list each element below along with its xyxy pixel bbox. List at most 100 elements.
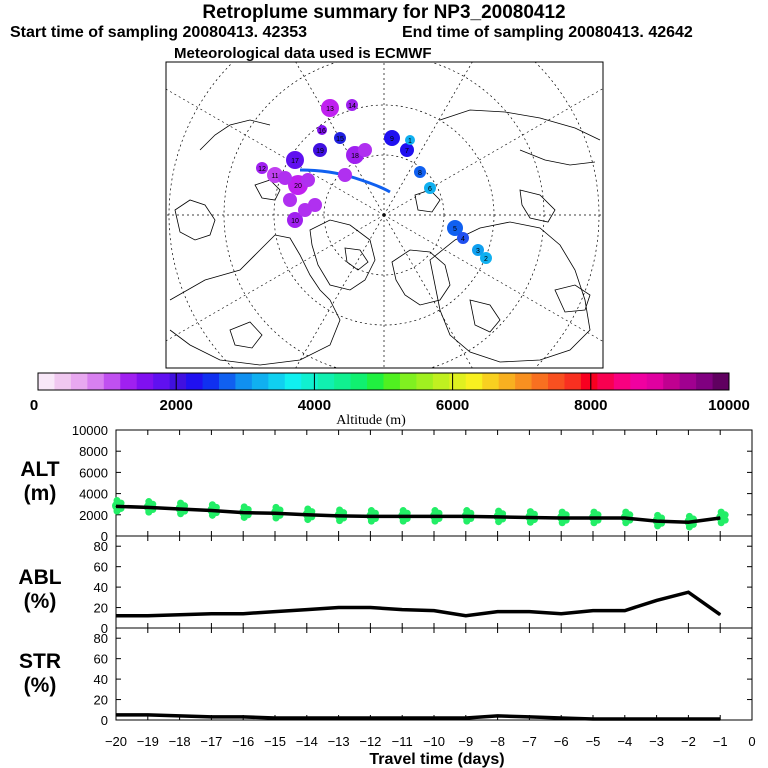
colorbar-swatch — [564, 373, 582, 390]
colorbar-swatch — [367, 373, 384, 390]
colorbar-swatch — [416, 373, 434, 390]
x-tick-label: −16 — [232, 734, 254, 749]
altitude-scatter-point — [367, 507, 375, 515]
altitude-scatter-point — [399, 507, 407, 515]
map-marker: 6 — [424, 182, 436, 194]
colorbar-swatch — [630, 373, 648, 390]
x-tick-label: −2 — [681, 734, 696, 749]
data-point — [624, 517, 626, 519]
map-coastlines — [169, 109, 601, 366]
data-point — [656, 718, 658, 720]
marker-label: 2 — [484, 256, 488, 263]
data-point — [687, 718, 689, 720]
data-point — [179, 508, 181, 510]
coastline — [254, 179, 281, 201]
marker-dot — [480, 252, 492, 264]
data-point — [624, 718, 626, 720]
time-series-panels: ALT(m)1000080006000400020000ABL(%)806040… — [18, 423, 755, 768]
coastline — [429, 221, 591, 363]
series-line — [116, 590, 722, 618]
y-tick-label: 80 — [94, 539, 108, 554]
plume-trajectory — [299, 168, 391, 194]
colorbar-swatch — [712, 373, 730, 390]
colorbar-swatch — [679, 373, 697, 390]
data-point — [147, 615, 149, 617]
marker-label: 8 — [418, 170, 422, 177]
data-point — [560, 613, 562, 615]
y-tick-label: 6000 — [79, 465, 108, 480]
altitude-scatter-point — [463, 507, 471, 515]
marker-label: 18 — [351, 153, 359, 160]
marker-dot — [424, 182, 436, 194]
data-point — [592, 517, 594, 519]
colorbar-tick-label: 4000 — [298, 397, 331, 414]
marker-label: 16 — [318, 128, 326, 135]
data-point — [528, 716, 530, 718]
data-point — [719, 718, 721, 720]
data-point — [592, 718, 594, 720]
coastline — [554, 284, 591, 313]
marker-dot — [334, 132, 346, 144]
x-tick-label: −1 — [713, 734, 728, 749]
data-point — [338, 515, 340, 517]
colorbar-swatch — [87, 373, 105, 390]
colorbar-swatch — [169, 373, 187, 390]
colorbar-swatch — [70, 373, 88, 390]
marker-dot — [414, 166, 426, 178]
data-point — [369, 515, 371, 517]
x-tick-label: −19 — [137, 734, 159, 749]
colorbar-swatch — [580, 373, 598, 390]
marker-dot — [313, 143, 327, 157]
colorbar-swatch — [548, 373, 565, 390]
y-tick-label: 20 — [94, 693, 108, 708]
colorbar-swatch — [284, 373, 302, 390]
data-point — [115, 714, 117, 716]
coastline — [391, 249, 451, 306]
y-tick-label: 40 — [94, 672, 108, 687]
data-point — [147, 714, 149, 716]
x-tick-label: −6 — [554, 734, 569, 749]
data-point — [465, 717, 467, 719]
altitude-scatter-point — [208, 501, 216, 509]
data-point — [401, 609, 403, 611]
x-tick-label: −12 — [359, 734, 381, 749]
map-panel: 13 14 16 15 9 17 12 11 18 19 7 8 6 54 32 1 10 20 — [165, 61, 604, 369]
data-point — [147, 506, 149, 508]
data-point — [210, 510, 212, 512]
x-tick-label: 0 — [748, 734, 755, 749]
altitude-scatter-point — [336, 506, 344, 514]
colorbar-swatch — [268, 373, 286, 390]
plume-cluster-dot — [283, 193, 297, 207]
x-tick-label: −8 — [490, 734, 505, 749]
colorbar-tick-label: 6000 — [436, 397, 469, 414]
data-point — [497, 516, 499, 518]
meridian-line — [166, 88, 385, 216]
meridian-line — [295, 62, 385, 216]
marker-dot — [384, 130, 400, 146]
marker-label: 9 — [390, 136, 394, 143]
map-marker: 19 — [313, 143, 327, 157]
data-point — [560, 717, 562, 719]
x-tick-label: −7 — [522, 734, 537, 749]
marker-label: 15 — [336, 136, 344, 143]
data-point — [528, 516, 530, 518]
colorbar-swatch — [251, 373, 269, 390]
data-point — [687, 521, 689, 523]
colorbar-swatch — [202, 373, 220, 390]
map-marker: 13 — [321, 99, 339, 117]
marker-dot — [321, 99, 339, 117]
colorbar-swatch — [498, 373, 516, 390]
y-tick-label: 60 — [94, 652, 108, 667]
x-tick-label: −13 — [328, 734, 350, 749]
x-tick-label: −17 — [200, 734, 222, 749]
colorbar-swatch — [301, 373, 319, 390]
colorbar-swatch — [399, 373, 417, 390]
map-marker: 2 — [480, 252, 492, 264]
data-point — [115, 505, 117, 507]
colorbar-swatch — [696, 373, 714, 390]
colorbar-swatch — [515, 373, 533, 390]
data-point — [369, 607, 371, 609]
map-graticule — [166, 62, 603, 368]
colorbar-swatch — [120, 373, 138, 390]
data-point — [338, 607, 340, 609]
